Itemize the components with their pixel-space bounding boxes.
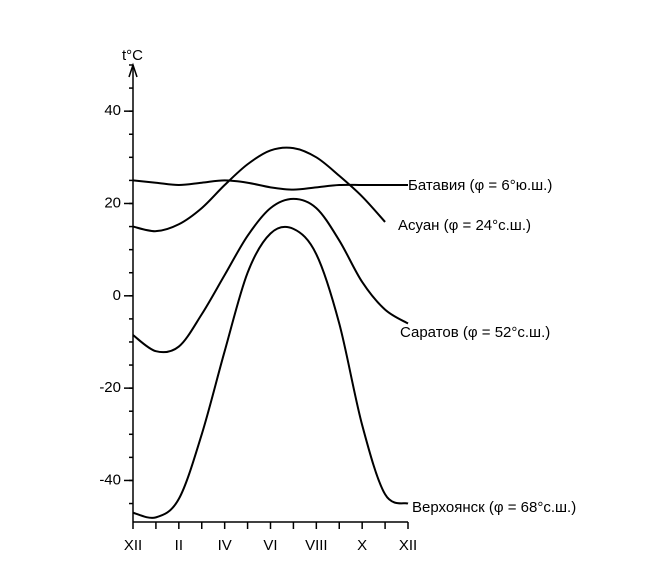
x-tick-label: XII [399, 537, 417, 554]
series-line [132, 197, 409, 354]
x-tick-label: VI [263, 537, 277, 554]
y-tick-label: 0 [113, 287, 121, 304]
x-tick-label: XII [124, 537, 142, 554]
x-tick-label: IV [218, 537, 232, 554]
y-tick-label: 40 [104, 102, 121, 119]
x-tick-label: X [357, 537, 367, 554]
series-line [132, 179, 408, 191]
series-line [132, 146, 386, 233]
series-label: Саратов (φ = 52°с.ш.) [400, 324, 550, 341]
y-tick-label: 20 [104, 194, 121, 211]
x-tick-label: II [175, 537, 183, 554]
y-tick-label: -40 [99, 471, 121, 488]
y-tick-label: -20 [99, 379, 121, 396]
series-line [132, 225, 409, 519]
x-tick-label: VIII [305, 537, 328, 554]
series-label: Батавия (φ = 6°ю.ш.) [408, 177, 552, 194]
series-label: Асуан (φ = 24°с.ш.) [398, 217, 531, 234]
series-label: Верхоянск (φ = 68°с.ш.) [412, 499, 576, 516]
y-axis-label: t°C [122, 47, 143, 64]
